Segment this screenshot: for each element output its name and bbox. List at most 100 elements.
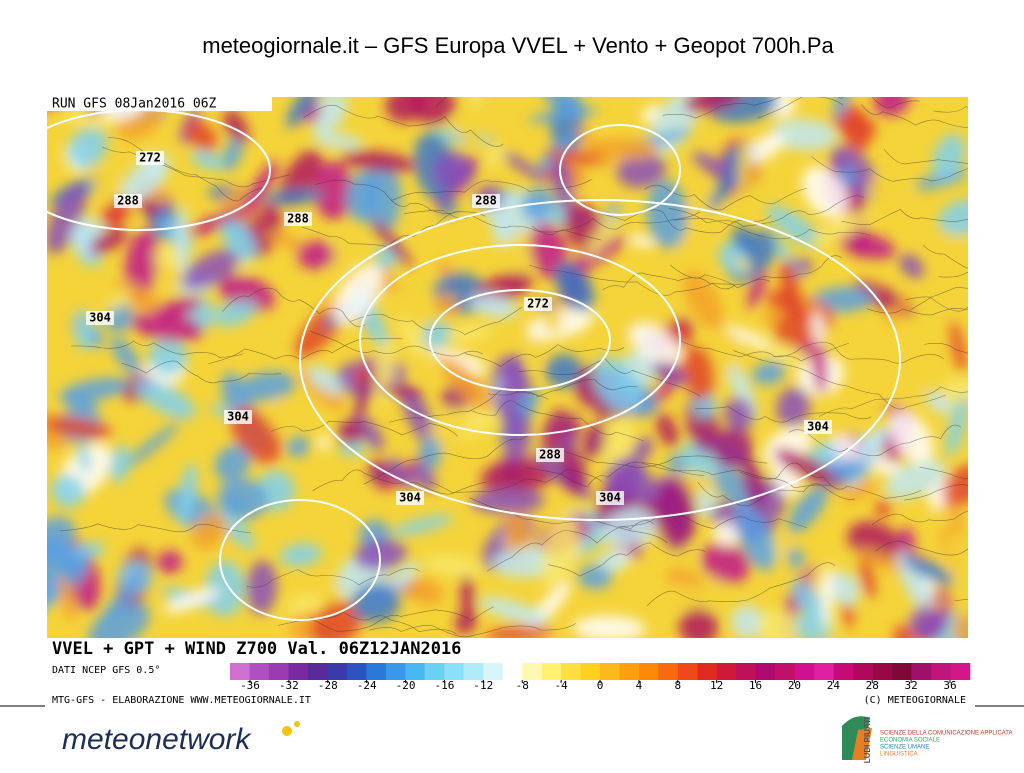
streamline xyxy=(388,387,549,423)
vvel-patch xyxy=(60,112,117,126)
vvel-patch xyxy=(616,152,666,188)
vvel-patch xyxy=(297,240,336,270)
run-label: RUN GFS 08Jan2016 06Z xyxy=(52,97,217,112)
colorbar-swatch xyxy=(814,663,834,680)
vvel-patch xyxy=(839,164,857,186)
streamline xyxy=(369,623,577,638)
vvel-patch xyxy=(341,150,417,173)
contour-label-bg xyxy=(136,151,164,165)
colorbar-swatch xyxy=(872,663,893,680)
vvel-patch xyxy=(678,607,718,638)
vvel-patch xyxy=(124,228,160,299)
vvel-patch xyxy=(724,397,754,432)
vvel-patch xyxy=(837,231,896,260)
vvel-patch xyxy=(642,104,660,124)
contour-label: 272 xyxy=(527,297,549,311)
vvel-patch xyxy=(751,361,786,385)
streamline xyxy=(811,156,968,182)
geopotential-contour xyxy=(359,244,681,436)
streamline xyxy=(757,97,920,119)
vvel-patch xyxy=(859,558,876,599)
vvel-patch xyxy=(855,547,911,575)
vvel-patch xyxy=(713,521,739,546)
vvel-patch xyxy=(737,137,752,208)
vvel-patch xyxy=(646,180,688,249)
slide-title: meteogiornale.it – GFS Europa VVEL + Ven… xyxy=(202,33,834,58)
contour-label: 272 xyxy=(139,151,161,165)
contour-label-bg xyxy=(596,491,624,505)
vvel-patch xyxy=(130,311,204,342)
vvel-patch xyxy=(542,306,563,334)
right-logo-line: SCIENZE DELLA COMUNICAZIONE APPLICATA xyxy=(880,731,1012,737)
vvel-patch xyxy=(731,605,765,638)
colorbar-swatch xyxy=(755,663,776,680)
vvel-patch xyxy=(627,235,657,248)
vvel-patch xyxy=(312,132,363,149)
geopotential-contour xyxy=(559,124,681,216)
right-logo-line: ECONOMIA SOCIALE xyxy=(880,738,940,744)
run-label-bg xyxy=(47,97,272,111)
vvel-patch xyxy=(317,434,330,451)
vvel-patch xyxy=(89,227,129,255)
vvel-patch xyxy=(221,219,258,262)
colorbar-swatch xyxy=(833,663,854,680)
colorbar-tick-label: -8 xyxy=(516,679,529,692)
logo-dot xyxy=(294,721,300,727)
streamline xyxy=(559,449,768,469)
streamline xyxy=(841,209,968,225)
right-logo-shape xyxy=(852,728,872,760)
vvel-patch xyxy=(390,515,453,536)
colorbar-swatch xyxy=(677,663,698,680)
colorbar-swatch xyxy=(405,663,426,680)
vvel-patch xyxy=(246,560,277,615)
streamline xyxy=(673,218,872,240)
streamline xyxy=(733,350,947,410)
vvel-patch xyxy=(460,572,475,626)
contour-label-bg xyxy=(396,491,424,505)
vvel-patch xyxy=(541,97,584,113)
streamline xyxy=(246,567,420,588)
vvel-patch xyxy=(110,336,141,375)
vvel-patch xyxy=(787,485,828,533)
streamline xyxy=(488,379,638,398)
contour-label: 304 xyxy=(89,311,111,325)
vvel-patch xyxy=(494,214,506,247)
streamline xyxy=(309,330,484,357)
vvel-patch xyxy=(909,606,947,638)
vvel-patch xyxy=(191,512,228,550)
vvel-patch xyxy=(279,543,322,567)
colorbar-swatch xyxy=(385,663,406,680)
vvel-patch xyxy=(762,341,811,367)
streamline xyxy=(695,406,872,423)
contour-label-bg xyxy=(804,420,832,434)
colorbar-swatch xyxy=(853,663,873,680)
colorbar-swatch xyxy=(249,663,270,680)
colorbar-swatch xyxy=(561,663,581,680)
vvel-patch xyxy=(776,386,811,428)
streamline xyxy=(525,461,705,488)
streamline xyxy=(350,306,523,335)
streamline xyxy=(788,424,962,457)
streamline xyxy=(644,184,807,211)
vvel-patch xyxy=(484,145,506,167)
contour-label: 288 xyxy=(539,448,561,462)
credit: MTG-GFS - ELABORAZIONE WWW.METEOGIORNALE… xyxy=(52,695,311,706)
vvel-patch xyxy=(572,615,646,638)
streamline xyxy=(933,106,968,113)
vvel-patch xyxy=(153,296,202,321)
vvel-patch xyxy=(153,245,185,268)
contour-label-bg xyxy=(536,448,564,462)
vvel-patch xyxy=(684,97,744,113)
colorbar-swatch xyxy=(483,663,503,680)
vvel-patch xyxy=(773,448,835,485)
vvel-patch xyxy=(885,295,913,325)
streamline xyxy=(59,523,252,534)
colorbar-swatch xyxy=(522,663,542,680)
caption-bg xyxy=(47,638,968,660)
colorbar-swatch xyxy=(346,663,367,680)
vvel-patch xyxy=(419,437,442,470)
vvel-patch xyxy=(439,356,491,411)
vvel-patch xyxy=(787,547,804,569)
contour-label: 288 xyxy=(117,194,139,208)
vvel-patch xyxy=(832,109,877,141)
